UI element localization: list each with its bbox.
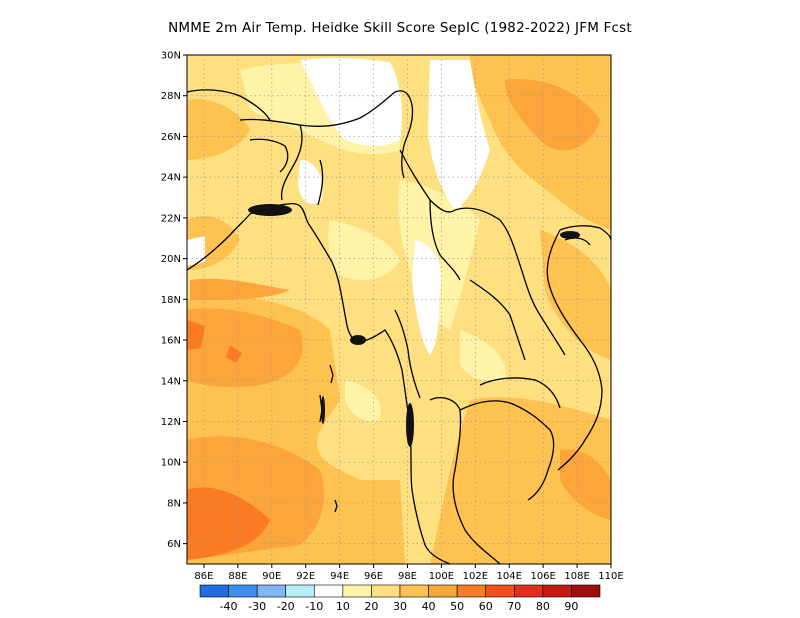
- lon-tick-label: 98E: [398, 571, 417, 582]
- colorbar-swatch: [513, 584, 544, 598]
- colorbar-swatch: [456, 584, 487, 598]
- lat-tick-label: 24N: [161, 173, 181, 184]
- lat-tick-label: 20N: [161, 254, 181, 265]
- lon-tick-label: 88E: [228, 571, 247, 582]
- lon-tick-label: 90E: [262, 571, 281, 582]
- lon-tick-label: 102E: [463, 571, 488, 582]
- lat-tick-label: 14N: [161, 376, 181, 387]
- lon-tick-label: 108E: [564, 571, 589, 582]
- lon-tick-label: 106E: [530, 571, 555, 582]
- skill-field: [187, 55, 611, 564]
- plot-frame: [186, 54, 612, 565]
- colorbar-swatch: [342, 584, 372, 598]
- country-boundaries: [187, 89, 611, 564]
- colorbar-label: 80: [536, 600, 550, 613]
- colorbar-swatch: [199, 584, 229, 598]
- lat-tick-label: 8N: [167, 498, 181, 509]
- colorbar-swatch: [399, 584, 429, 598]
- lat-tick-label: 22N: [161, 213, 181, 224]
- colorbar-label: 30: [393, 600, 407, 613]
- colorbar-swatch: [256, 584, 287, 598]
- latitude-tick-labels: 6N 8N 10N 12N 14N 16N 18N 20N 22N 24N 26N 28N 30N: [161, 51, 187, 550]
- colorbar-label: -40: [220, 600, 238, 613]
- colorbar-swatch: [485, 584, 515, 598]
- lat-tick-label: 26N: [161, 132, 181, 143]
- colorbar-label: -30: [248, 600, 266, 613]
- map-title: NMME 2m Air Temp. Heidke Skill Score Sep…: [168, 20, 632, 36]
- colorbar-swatch: [571, 584, 601, 598]
- lat-tick-label: 12N: [161, 417, 181, 428]
- lon-tick-label: 92E: [296, 571, 315, 582]
- colorbar-label: 90: [564, 600, 578, 613]
- colorbar-swatch: [313, 584, 344, 598]
- lat-tick-label: 30N: [161, 51, 181, 62]
- lon-tick-label: 104E: [497, 571, 522, 582]
- lon-tick-label: 110E: [598, 571, 623, 582]
- lon-tick-label: 100E: [429, 571, 454, 582]
- colorbar-label: 40: [422, 600, 436, 613]
- colorbar-label: -20: [277, 600, 295, 613]
- colorbar: [199, 584, 601, 598]
- colorbar-labels: -40 -30 -20 -10 10 20 30 40 50 60 70 80 90: [220, 600, 579, 613]
- colorbar-label: -10: [305, 600, 323, 613]
- colorbar-label: 10: [336, 600, 350, 613]
- colorbar-label: 20: [364, 600, 378, 613]
- lon-tick-label: 86E: [194, 571, 213, 582]
- colorbar-swatch: [428, 584, 458, 598]
- coastal-detail: [248, 204, 580, 447]
- colorbar-swatch: [371, 584, 401, 598]
- lat-tick-label: 18N: [161, 295, 181, 306]
- colorbar-swatch: [542, 584, 572, 598]
- lat-tick-label: 6N: [167, 539, 181, 550]
- colorbar-swatch: [285, 584, 315, 598]
- lon-tick-label: 94E: [330, 571, 349, 582]
- lat-tick-label: 28N: [161, 91, 181, 102]
- lat-tick-label: 16N: [161, 336, 181, 347]
- lat-tick-label: 10N: [161, 458, 181, 469]
- lon-tick-label: 96E: [364, 571, 383, 582]
- longitude-tick-labels: 86E 88E 90E 92E 94E 96E 98E 100E 102E 104E 106E 108…: [194, 564, 624, 582]
- colorbar-label: 70: [507, 600, 521, 613]
- colorbar-label: 50: [450, 600, 464, 613]
- colorbar-swatch: [228, 584, 258, 598]
- colorbar-label: 60: [479, 600, 493, 613]
